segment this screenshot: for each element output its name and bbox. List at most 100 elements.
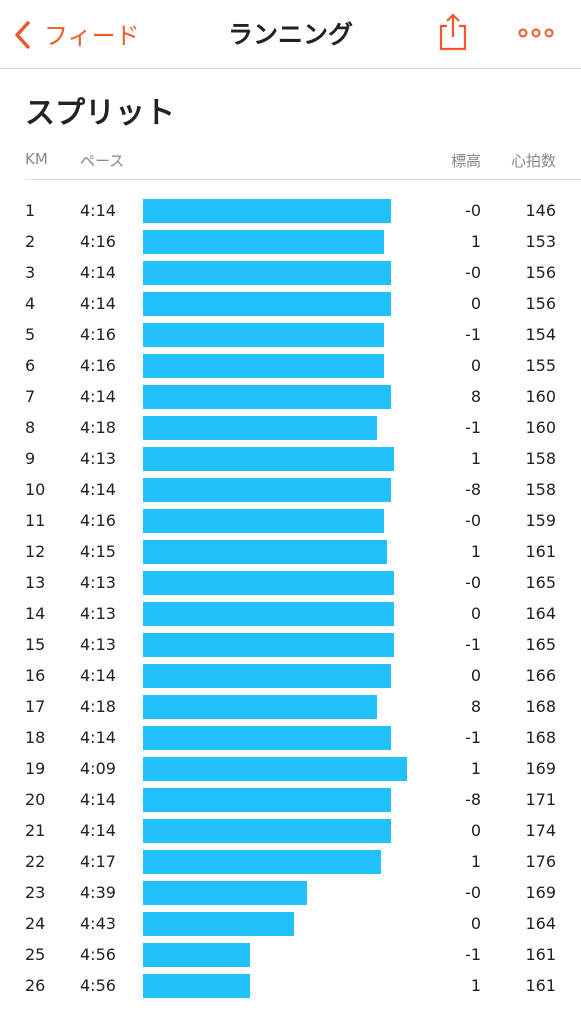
pace: 4:13 [80, 573, 116, 592]
elevation: 8 [470, 387, 481, 406]
heart-rate: 165 [525, 573, 556, 592]
pace: 4:15 [80, 542, 116, 561]
heart-rate: 168 [525, 697, 556, 716]
km: 17 [25, 697, 46, 716]
elevation: -1 [465, 945, 481, 964]
pace: 4:13 [80, 449, 116, 468]
km: 24 [25, 914, 46, 933]
pace-bar [143, 788, 391, 812]
pace-bar [143, 633, 394, 657]
pace: 4:13 [80, 604, 116, 623]
column-header: 心拍数 [510, 152, 556, 170]
heart-rate: 156 [525, 263, 556, 282]
heart-rate: 154 [525, 325, 556, 344]
more-icon[interactable] [518, 26, 556, 40]
elevation: -8 [465, 480, 481, 499]
km: 7 [25, 387, 36, 406]
heart-rate: 166 [525, 666, 556, 685]
heart-rate: 169 [525, 759, 556, 778]
elevation: -0 [465, 201, 481, 220]
divider [25, 179, 581, 180]
km: 20 [25, 790, 46, 809]
pace-bar [143, 509, 384, 533]
pace: 4:14 [80, 480, 116, 499]
pace-bar [143, 261, 391, 285]
km: 12 [25, 542, 46, 561]
pace: 4:43 [80, 914, 116, 933]
nav-bar: フィード ランニング [0, 0, 581, 69]
pace: 4:18 [80, 697, 116, 716]
km: 11 [25, 511, 46, 530]
pace-bar [143, 912, 294, 936]
column-header: ペース [80, 152, 125, 170]
pace: 4:16 [80, 232, 116, 251]
km: 13 [25, 573, 46, 592]
km: 2 [25, 232, 36, 251]
elevation: 1 [470, 449, 481, 468]
elevation: 0 [470, 604, 481, 623]
pace-bar [143, 726, 391, 750]
nav-title: ランニング [227, 20, 353, 49]
heart-rate: 161 [525, 945, 556, 964]
pace: 4:16 [80, 511, 116, 530]
pace-bar [143, 819, 391, 843]
elevation: 1 [470, 542, 481, 561]
pace-bar [143, 230, 384, 254]
pace-bar [143, 664, 391, 688]
share-icon[interactable] [438, 12, 468, 52]
section-title: スプリット [25, 96, 175, 131]
km: 10 [25, 480, 46, 499]
km: 19 [25, 759, 46, 778]
heart-rate: 176 [525, 852, 556, 871]
km: 5 [25, 325, 36, 344]
elevation: 1 [470, 232, 481, 251]
elevation: 0 [470, 294, 481, 313]
km: 18 [25, 728, 46, 747]
elevation: 0 [470, 356, 481, 375]
km: 1 [25, 201, 36, 220]
elevation: 1 [470, 852, 481, 871]
pace: 4:56 [80, 976, 116, 995]
heart-rate: 168 [525, 728, 556, 747]
km: 9 [25, 449, 36, 468]
back-icon[interactable] [12, 20, 34, 50]
pace: 4:39 [80, 883, 116, 902]
km: 4 [25, 294, 36, 313]
elevation: -0 [465, 511, 481, 530]
pace: 4:18 [80, 418, 116, 437]
pace: 4:14 [80, 387, 116, 406]
km: 26 [25, 976, 46, 995]
heart-rate: 158 [525, 449, 556, 468]
elevation: -0 [465, 263, 481, 282]
elevation: 8 [470, 697, 481, 716]
pace-bar [143, 881, 308, 905]
pace-bar [143, 540, 388, 564]
pace-bar [143, 850, 381, 874]
heart-rate: 161 [525, 976, 556, 995]
elevation: -1 [465, 635, 481, 654]
heart-rate: 153 [525, 232, 556, 251]
heart-rate: 155 [525, 356, 556, 375]
back-button[interactable]: フィード [44, 22, 140, 50]
heart-rate: 165 [525, 635, 556, 654]
pace-bar [143, 199, 391, 223]
pace-bar [143, 478, 391, 502]
pace: 4:56 [80, 945, 116, 964]
pace: 4:14 [80, 294, 116, 313]
km: 25 [25, 945, 46, 964]
heart-rate: 174 [525, 821, 556, 840]
km: 23 [25, 883, 46, 902]
heart-rate: 160 [525, 418, 556, 437]
elevation: -0 [465, 883, 481, 902]
pace-bar [143, 943, 251, 967]
heart-rate: 164 [525, 914, 556, 933]
column-header: KM [25, 150, 48, 168]
elevation: -0 [465, 573, 481, 592]
pace-bar [143, 602, 394, 626]
elevation: -1 [465, 728, 481, 747]
km: 3 [25, 263, 36, 282]
heart-rate: 171 [525, 790, 556, 809]
heart-rate: 161 [525, 542, 556, 561]
km: 15 [25, 635, 46, 654]
